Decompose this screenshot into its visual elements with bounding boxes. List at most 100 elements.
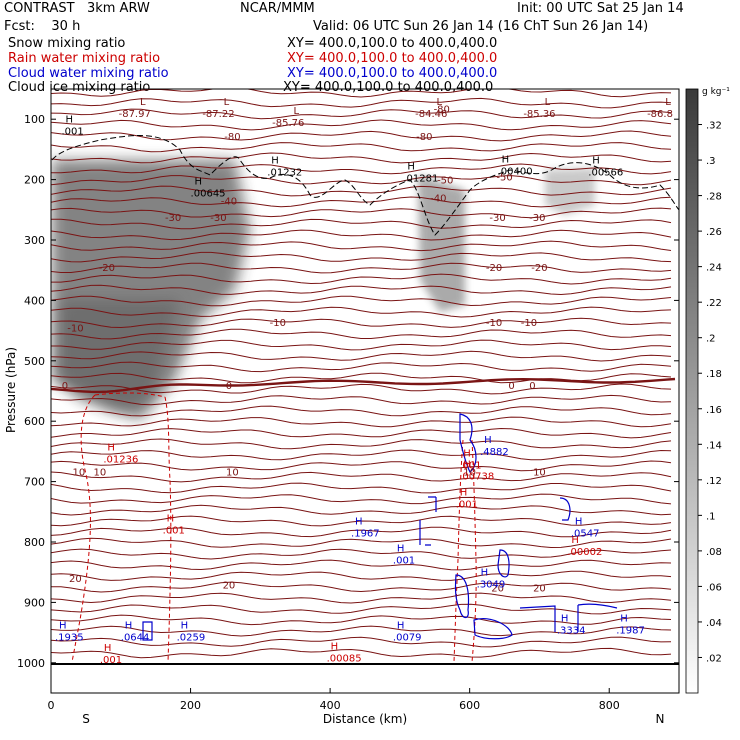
temperature-label: -20 xyxy=(486,263,502,274)
cloud-ice-high-marker: H xyxy=(592,156,600,167)
cloud-water-high-marker: H xyxy=(620,613,628,624)
y-tick-label: 200 xyxy=(24,174,45,187)
snow-shading-mid xyxy=(418,175,465,312)
rain-high-marker: H xyxy=(107,442,115,453)
legend-rain-xy: XY= 400.0,100.0 to 400.0,400.0 xyxy=(287,51,498,66)
rain-high-value: .01236 xyxy=(103,454,138,465)
colorbar-gradient xyxy=(685,88,699,694)
x-tick-label: 400 xyxy=(320,699,341,712)
temperature-label: -50 xyxy=(437,176,453,187)
cloud-water-high-value: .4882 xyxy=(480,447,509,458)
temperature-label: 20 xyxy=(491,583,504,594)
isotherm-line xyxy=(51,207,672,219)
y-tick-label: 800 xyxy=(24,536,45,549)
isotherm-line xyxy=(51,273,672,285)
cloud-water-contour-3 xyxy=(454,574,470,619)
isotherm-line xyxy=(51,526,672,538)
y-tick-label: 1000 xyxy=(17,657,45,670)
colorbar-tick-label: .28 xyxy=(706,192,722,203)
temperature-label: 20 xyxy=(69,574,82,585)
cloud-water-contour-1 xyxy=(419,496,437,546)
cloud-water-high-marker: H xyxy=(397,543,405,554)
isotherm-line xyxy=(51,449,672,461)
colorbar-tick-label: .32 xyxy=(706,121,722,132)
isotherm-line xyxy=(51,515,672,527)
rain-high-value: .00738 xyxy=(459,471,494,482)
isotherm-line xyxy=(51,361,672,373)
isotherm-line xyxy=(51,284,672,296)
isotherm-line xyxy=(51,350,672,362)
colorbar-tick-label: .16 xyxy=(706,405,722,416)
temperature-label: 20 xyxy=(533,583,546,594)
cloud-water-high-marker: H xyxy=(125,621,133,632)
isotherm-line xyxy=(51,493,672,505)
cloud-water-contour-6 xyxy=(519,603,618,632)
rain-high-marker: H xyxy=(167,514,175,525)
isotherm-line xyxy=(51,570,672,581)
isotherm-line xyxy=(51,295,672,307)
cloud-water-high-marker: H xyxy=(575,517,583,528)
isotherm-line xyxy=(51,119,672,131)
legend-snow-xy: XY= 400.0,100.0 to 400.0,400.0 xyxy=(287,36,498,51)
cloud-water-high-value: .0259 xyxy=(177,633,206,644)
colorbar-tick-label: .2 xyxy=(706,334,716,345)
cloud-water-contour-8 xyxy=(559,497,571,521)
temperature-label: 10 xyxy=(533,467,546,478)
y-tick-label: 100 xyxy=(24,113,45,126)
cloud-water-high-marker: H xyxy=(181,621,189,632)
cloud-water-high-marker: H xyxy=(355,517,363,528)
y-tick-label: 500 xyxy=(24,355,45,368)
colorbar: .32 .3 .28 .26 .24 .22 .2 .18 .16 .14 .12 .1 .08 .06.… xyxy=(685,87,730,694)
isotherm-line xyxy=(51,240,672,252)
temperature-label: -30 xyxy=(210,213,226,224)
cloud-water-high-marker: H xyxy=(561,613,569,624)
x-end-label-north: N xyxy=(656,712,665,726)
cloud-water-high-value: .1935 xyxy=(55,633,84,644)
temperature-label: -50 xyxy=(496,173,512,184)
temperature-label: -20 xyxy=(531,263,547,274)
isotherm-line xyxy=(51,142,672,153)
cloud-ice-high-value: .00566 xyxy=(588,168,623,179)
temperature-label: -80 xyxy=(434,104,450,115)
isotherm-line xyxy=(51,504,672,516)
cloud-water-high-value: .3049 xyxy=(477,579,506,590)
init-time: Init: 00 UTC Sat 25 Jan 14 xyxy=(517,1,684,16)
isotherm-line xyxy=(51,218,672,230)
cloud-water-high-marker: H xyxy=(481,567,489,578)
temperature-label: -40 xyxy=(430,194,446,205)
x-tick-label: 0 xyxy=(48,699,55,712)
rain-high-marker: H xyxy=(104,643,112,654)
cloud-water-high-marker: H xyxy=(59,621,67,632)
temperature-label: 0 xyxy=(529,381,535,392)
colorbar-tick-label: .22 xyxy=(706,298,722,309)
isotherm-line xyxy=(51,196,672,208)
rain-contour-center xyxy=(453,439,477,663)
x-end-label-south: S xyxy=(82,712,90,726)
rain-high-marker: H xyxy=(571,535,579,546)
plot-frame xyxy=(50,88,680,694)
low-value-label: -87.22 xyxy=(202,109,234,120)
temperature-label: 10 xyxy=(93,467,106,478)
isotherm-line xyxy=(51,592,672,604)
low-marker: L xyxy=(224,97,230,108)
isotherm-line xyxy=(51,394,672,406)
colorbar-tick-label: .12 xyxy=(706,476,722,487)
cloud-water-contour-4 xyxy=(497,549,510,578)
low-value-label: -86.8 xyxy=(647,109,673,120)
y-axis-label: Pressure (hPa) xyxy=(4,347,18,433)
colorbar-unit: g kg⁻¹ xyxy=(702,87,730,97)
isotherm-line xyxy=(51,306,672,318)
colorbar-tick-label: .24 xyxy=(706,263,722,274)
isotherm-line xyxy=(51,537,672,549)
snow-shading-right xyxy=(545,168,595,215)
y-tick-label: 600 xyxy=(24,415,45,428)
isotherm-line xyxy=(51,625,672,637)
forecast-hour: Fcst: 30 h xyxy=(4,19,81,34)
temperature-label: -80 xyxy=(416,132,432,143)
isotherm-line xyxy=(51,97,672,109)
x-axis-label: Distance (km) xyxy=(323,712,407,726)
colorbar-tick-label: .08 xyxy=(706,547,722,558)
cloud-water-high-marker: H xyxy=(397,621,405,632)
isotherm-line xyxy=(51,383,672,395)
